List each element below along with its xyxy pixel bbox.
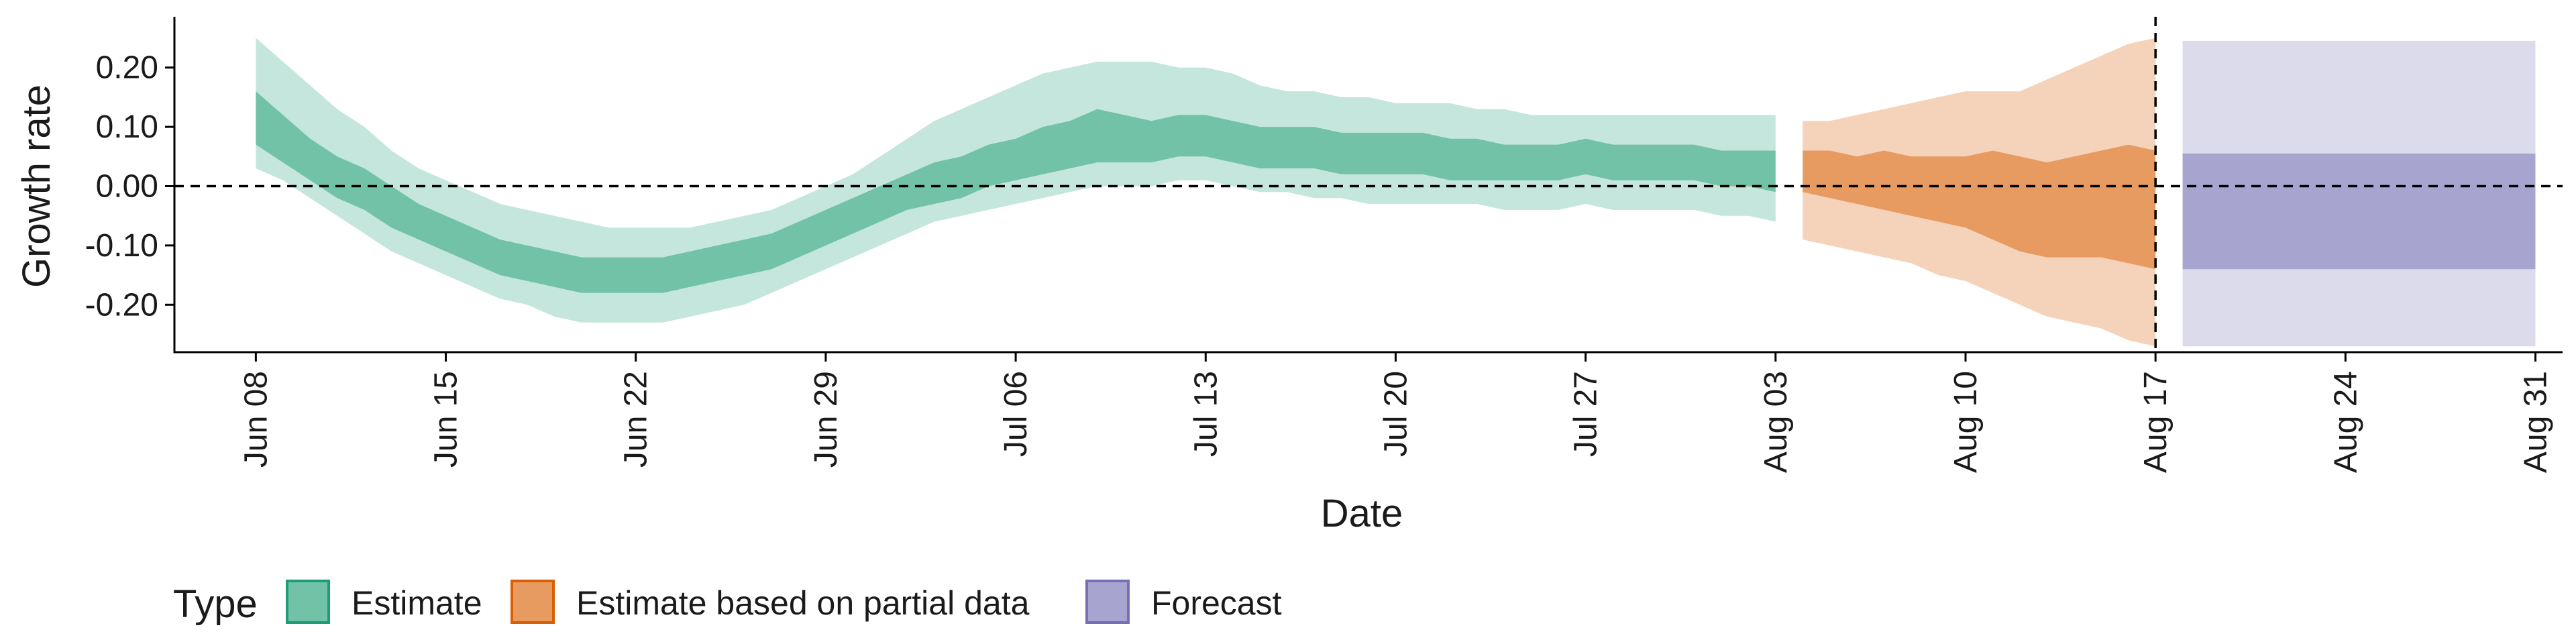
x-tick-label: Jun 29 [808,371,844,468]
band-50-forecast [2182,153,2536,270]
x-tick-label: Aug 24 [2328,371,2363,473]
legend-key-forecast [1085,580,1130,624]
reference-lines [174,17,2563,352]
band-50-estimate-based-on-partial-data [1803,144,2156,270]
x-tick-label: Jun 22 [619,371,654,468]
x-tick-label: Jul 20 [1379,371,1414,457]
y-tick-label: -0.10 [85,228,158,264]
x-tick-label: Jul 13 [1188,371,1224,457]
axes: 0.20 0.10 0.00 -0.10 -0.20 Jun 08 Jun 15 Jun 22… [15,17,2563,535]
x-tick-label: Jul 06 [998,371,1034,457]
y-axis-title: Growth rate [15,85,58,288]
x-tick-label: Jun 15 [429,371,464,468]
legend-key-estimate-based-on-partial-data [511,580,555,624]
x-tick-label: Jul 27 [1568,371,1604,457]
legend-label-estimate-based-on-partial-data: Estimate based on partial data [576,584,1030,622]
legend: Type Estimate Estimate based on partial da… [173,580,1282,626]
y-tick-label: 0.00 [96,169,158,205]
x-tick-label: Aug 03 [1758,371,1794,473]
band-50-estimate [256,91,1776,293]
y-tick-label: 0.20 [96,50,158,86]
x-tick-label: Aug 10 [1948,371,1984,473]
x-tick-label: Aug 31 [2518,371,2554,473]
x-axis-title: Date [1321,492,1403,535]
legend-key-estimate [286,580,330,624]
ribbon-bands [256,38,2536,347]
legend-title: Type [173,582,258,626]
legend-label-forecast: Forecast [1151,584,1282,622]
x-tick-label: Jun 08 [238,371,274,468]
y-tick-label: -0.20 [85,287,158,323]
y-tick-label: 0.10 [96,109,158,145]
legend-label-estimate: Estimate [352,584,482,622]
x-tick-label: Aug 17 [2138,371,2174,473]
